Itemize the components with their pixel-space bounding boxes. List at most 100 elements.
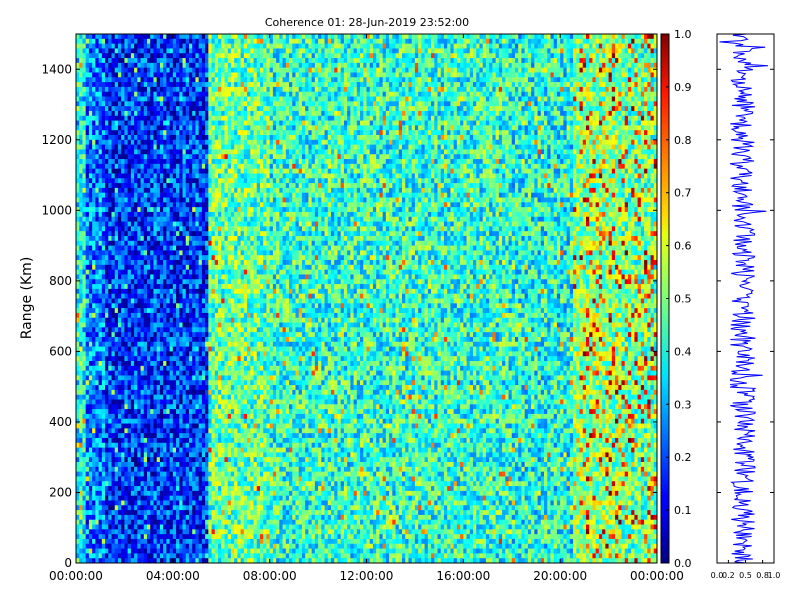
heatmap-cell bbox=[124, 240, 129, 246]
heatmap-cell bbox=[130, 433, 135, 439]
heatmap-cell bbox=[147, 548, 151, 554]
heatmap-cell bbox=[172, 433, 177, 439]
heatmap-cell bbox=[114, 442, 119, 448]
heatmap-cell bbox=[101, 106, 106, 112]
heatmap-cell bbox=[147, 346, 151, 352]
heatmap-cell bbox=[201, 351, 206, 357]
heatmap-cell bbox=[88, 389, 93, 396]
heatmap-cell bbox=[205, 394, 209, 400]
heatmap-cell bbox=[169, 187, 174, 194]
heatmap-cell bbox=[124, 260, 129, 266]
heatmap-cell bbox=[208, 235, 212, 242]
heatmap-cell bbox=[111, 120, 116, 126]
heatmap-cell bbox=[218, 428, 222, 434]
heatmap-cell bbox=[172, 423, 177, 429]
heatmap-cell bbox=[101, 82, 106, 88]
heatmap-cell bbox=[188, 524, 193, 530]
heatmap-cell bbox=[185, 139, 190, 146]
heatmap-cell bbox=[185, 125, 190, 131]
heatmap-cell bbox=[143, 144, 148, 150]
heatmap-cell bbox=[88, 538, 93, 545]
heatmap-cell bbox=[185, 380, 190, 386]
heatmap-cell bbox=[214, 524, 219, 530]
heatmap-cell bbox=[143, 115, 148, 121]
heatmap-cell bbox=[185, 394, 190, 400]
heatmap-cell bbox=[137, 231, 141, 237]
heatmap-cell bbox=[92, 130, 96, 136]
heatmap-cell bbox=[208, 471, 212, 477]
heatmap-cell bbox=[76, 447, 80, 453]
heatmap-cell bbox=[134, 519, 138, 525]
heatmap-cell bbox=[92, 495, 96, 501]
heatmap-cell bbox=[188, 447, 193, 453]
heatmap-cell bbox=[205, 264, 209, 271]
heatmap-cell bbox=[192, 495, 196, 501]
heatmap-cell bbox=[150, 370, 154, 376]
heatmap-cell bbox=[137, 91, 141, 97]
heatmap-cell bbox=[108, 519, 112, 525]
heatmap-cell bbox=[108, 490, 112, 497]
heatmap-cell bbox=[134, 77, 138, 83]
heatmap-cell bbox=[211, 538, 216, 545]
heatmap-cell bbox=[153, 192, 158, 198]
heatmap-cell bbox=[147, 481, 151, 487]
heatmap-cell bbox=[92, 226, 96, 232]
heatmap-cell bbox=[111, 149, 116, 155]
heatmap-cell bbox=[79, 159, 83, 165]
heatmap-cell bbox=[159, 341, 164, 347]
heatmap-cell bbox=[192, 486, 196, 492]
heatmap-cell bbox=[153, 476, 158, 482]
heatmap-cell bbox=[214, 548, 219, 554]
heatmap-cell bbox=[124, 437, 129, 444]
heatmap-cell bbox=[117, 279, 122, 285]
heatmap-cell bbox=[159, 279, 164, 285]
heatmap-cell bbox=[140, 72, 145, 78]
heatmap-cell bbox=[111, 394, 116, 400]
heatmap-cell bbox=[127, 139, 132, 146]
heatmap-cell bbox=[147, 67, 151, 73]
heatmap-cell bbox=[143, 62, 148, 69]
heatmap-cell bbox=[101, 139, 106, 146]
heatmap-cell bbox=[192, 553, 196, 559]
heatmap-cell bbox=[85, 115, 90, 121]
heatmap-cell bbox=[105, 356, 109, 362]
heatmap-cell bbox=[182, 115, 187, 121]
heatmap-cell bbox=[188, 375, 193, 381]
heatmap-cell bbox=[208, 442, 212, 448]
heatmap-cell bbox=[134, 336, 138, 343]
heatmap-cell bbox=[211, 476, 216, 482]
heatmap-cell bbox=[169, 235, 174, 242]
heatmap-cell bbox=[105, 505, 109, 511]
heatmap-cell bbox=[82, 553, 87, 559]
heatmap-cell bbox=[176, 336, 180, 343]
heatmap-cell bbox=[88, 365, 93, 372]
heatmap-cell bbox=[218, 365, 222, 372]
heatmap-cell bbox=[101, 471, 106, 477]
heatmap-cell bbox=[195, 178, 200, 184]
heatmap-cell bbox=[198, 202, 203, 208]
heatmap-cell bbox=[127, 173, 132, 179]
heatmap-cell bbox=[127, 115, 132, 121]
heatmap-cell bbox=[121, 130, 125, 136]
heatmap-cell bbox=[188, 274, 193, 280]
heatmap-cell bbox=[114, 101, 119, 107]
heatmap-cell bbox=[88, 442, 93, 448]
heatmap-cell bbox=[88, 457, 93, 463]
heatmap-cell bbox=[195, 317, 200, 323]
heatmap-cell bbox=[137, 365, 141, 372]
heatmap-cell bbox=[182, 154, 187, 160]
heatmap-cell bbox=[82, 385, 87, 391]
heatmap-cell bbox=[163, 178, 167, 184]
heatmap-cell bbox=[205, 269, 209, 275]
heatmap-cell bbox=[214, 505, 219, 511]
heatmap-cell bbox=[92, 466, 96, 473]
heatmap-cell bbox=[156, 139, 161, 146]
heatmap-cell bbox=[153, 96, 158, 102]
heatmap-cell bbox=[79, 418, 83, 424]
heatmap-cell bbox=[127, 53, 132, 59]
heatmap-cell bbox=[88, 548, 93, 554]
heatmap-cell bbox=[179, 303, 183, 309]
heatmap-cell bbox=[147, 82, 151, 88]
heatmap-cell bbox=[198, 250, 203, 256]
heatmap-cell bbox=[192, 413, 196, 420]
